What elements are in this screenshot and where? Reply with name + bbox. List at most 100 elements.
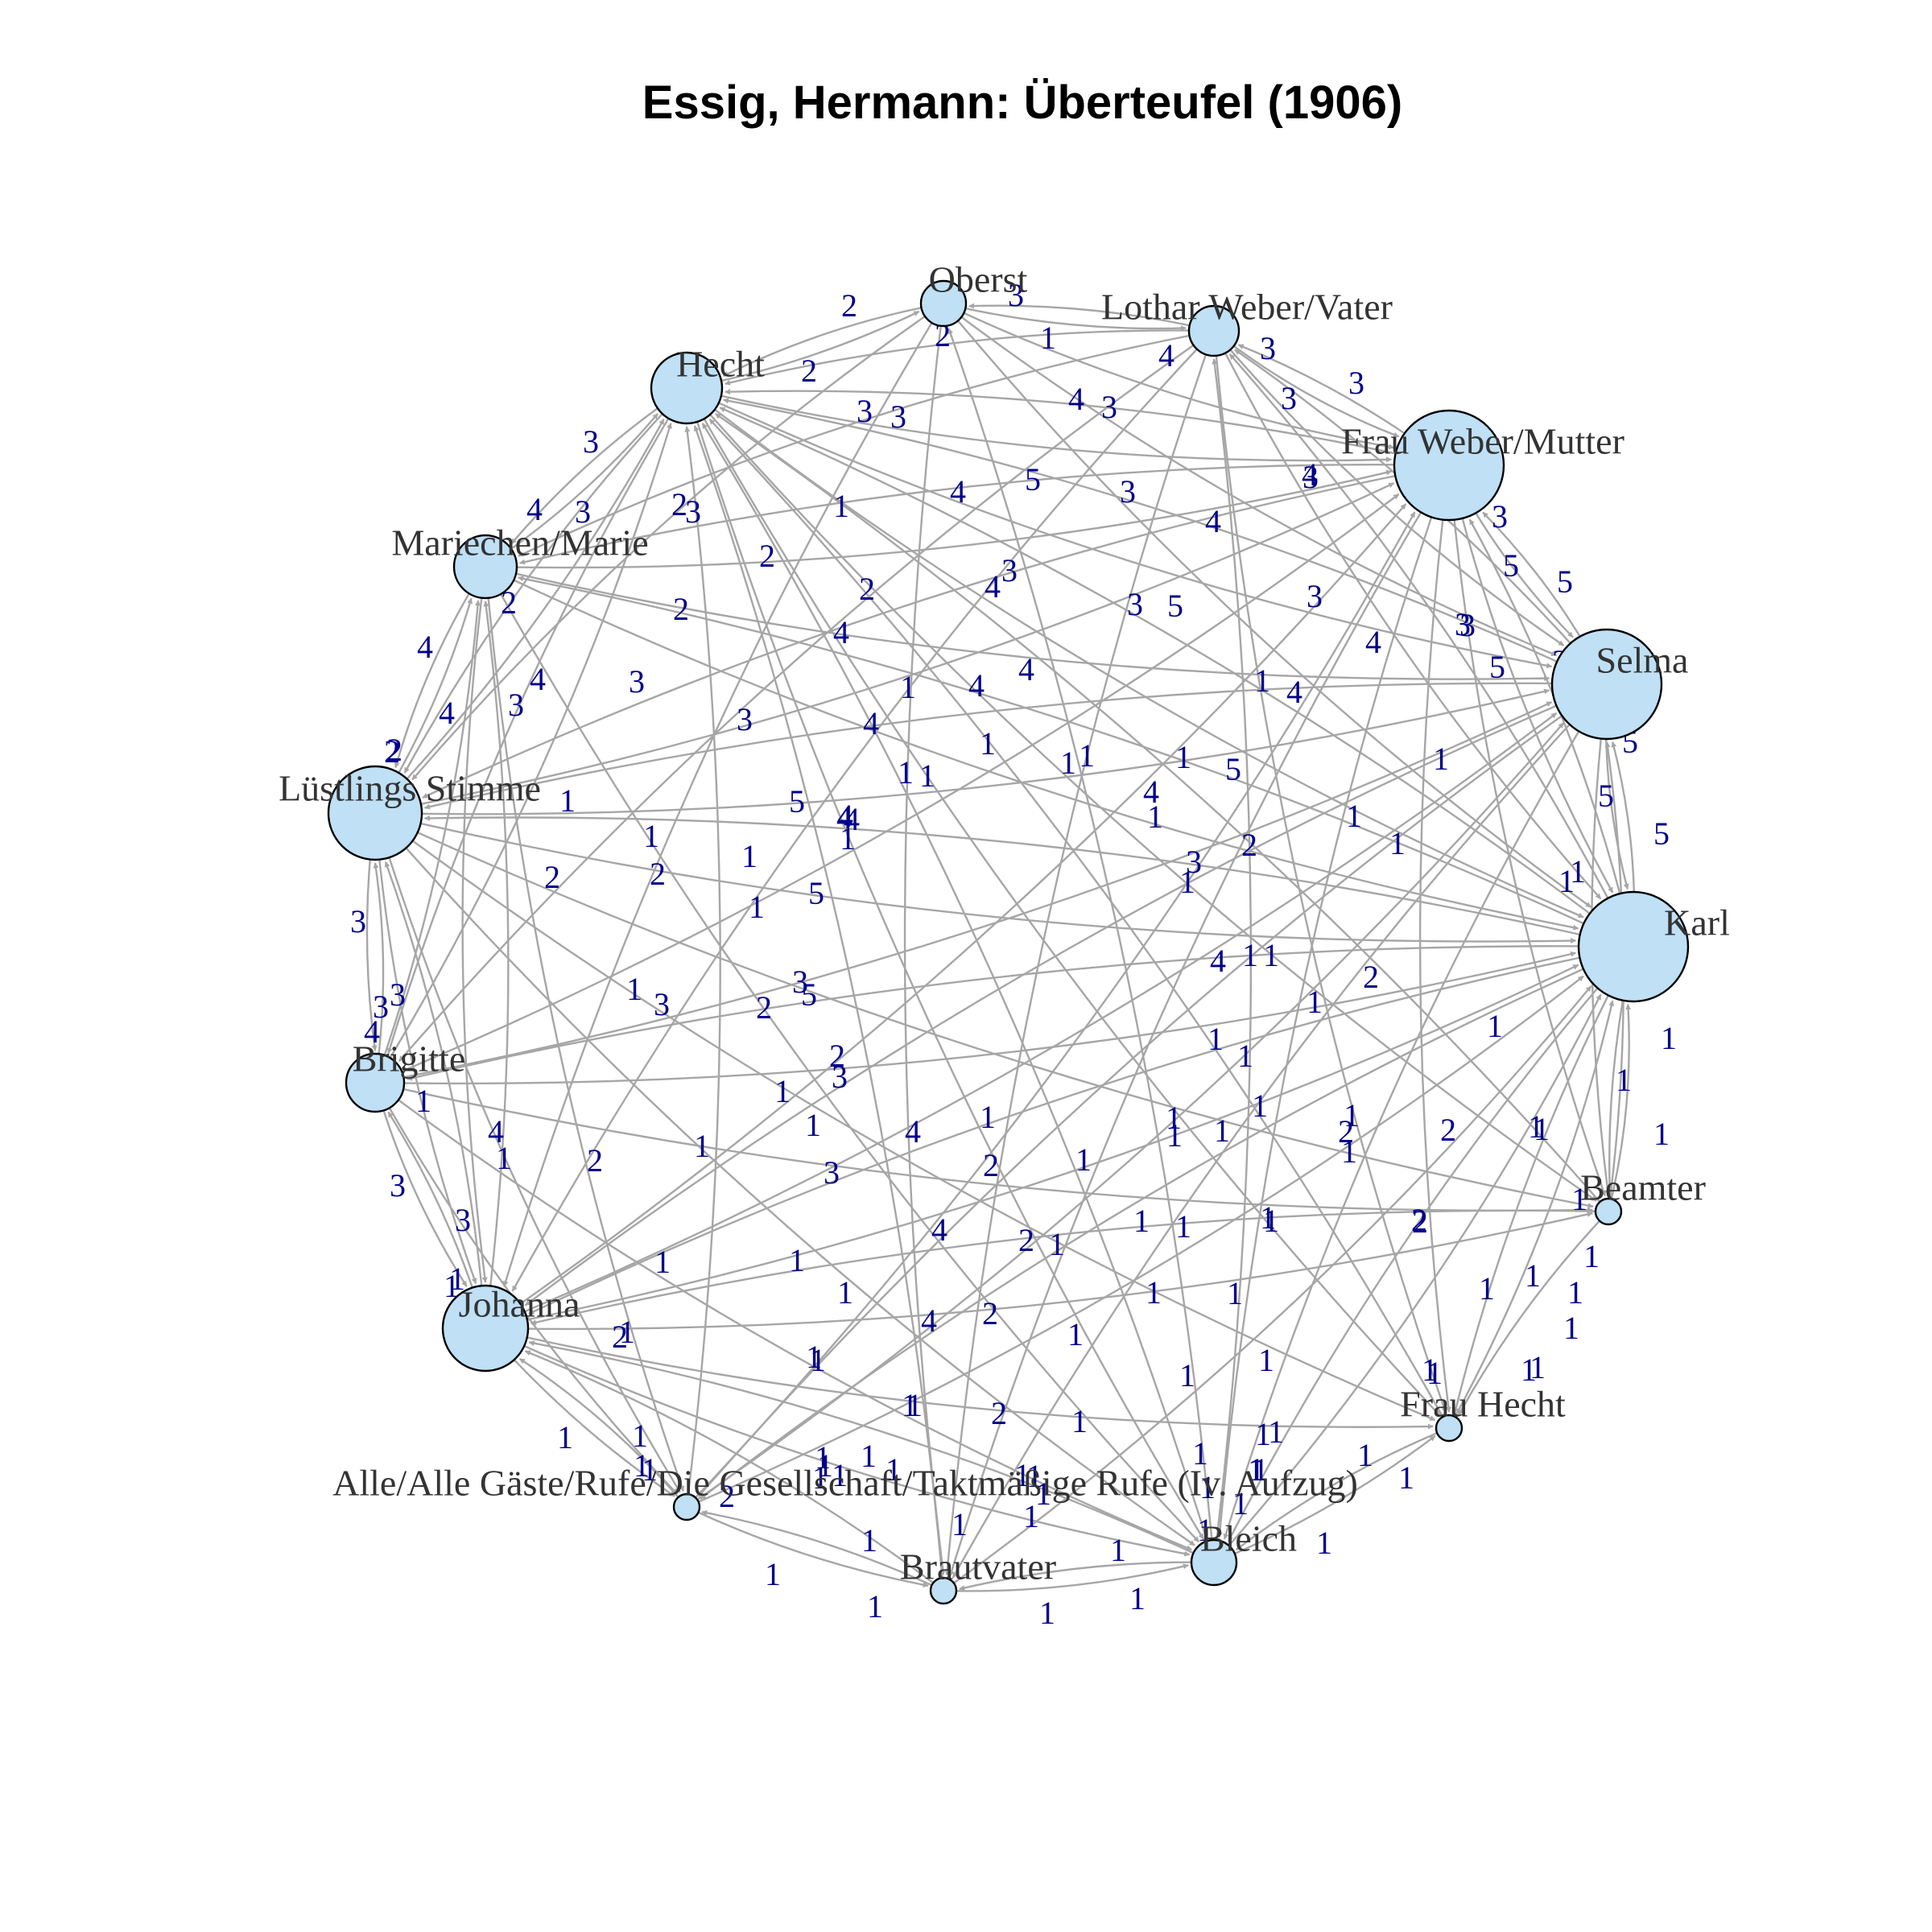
node-luestling: [327, 765, 423, 861]
edge-hecht-frauweber: [686, 386, 1393, 463]
edge-weight-label: 1: [1129, 1580, 1146, 1616]
edge-weight-label: 1: [1479, 1270, 1495, 1307]
edge-weight-label: 1: [557, 1419, 573, 1455]
edge-weight-label: 4: [1210, 943, 1226, 979]
edge-weight-label: 3: [1455, 606, 1471, 642]
edge-johanna-bleich: [485, 1327, 1191, 1557]
edge-weight-label: 3: [508, 687, 524, 723]
edge-weight-label: 1: [1521, 1352, 1537, 1388]
edge-weight-label: 1: [741, 838, 758, 874]
edge-weight-label: 1: [906, 1387, 923, 1423]
edge-mariechen-johanna: [461, 566, 488, 1283]
edge-weight-label: 2: [756, 989, 772, 1026]
node-label-karl: Karl: [1664, 902, 1730, 943]
edge-weight-label: 1: [817, 1447, 833, 1484]
edge-weight-label: 1: [861, 1438, 877, 1474]
edge-weight-label: 1: [694, 1128, 710, 1164]
edge-weight-label: 1: [449, 1261, 465, 1297]
edge-weight-label: 4: [526, 491, 543, 527]
edge-weight-label: 1: [900, 669, 916, 705]
edge-luestling-hecht: [374, 419, 665, 814]
node-brautvater: [929, 1576, 958, 1605]
edge-labels-layer: 2321433323343433553535553432324422145343…: [350, 277, 1677, 1631]
edge-weight-label: 3: [583, 423, 599, 460]
edge-alle-selma: [686, 722, 1565, 1508]
edge-weight-label: 1: [1252, 1088, 1268, 1124]
edge-frauhecht-hecht: [708, 418, 1451, 1429]
edge-weight-label: 1: [643, 818, 659, 854]
edge-weight-label: 2: [982, 1295, 998, 1331]
edge-weight-label: 4: [985, 568, 1001, 605]
edge-weight-label: 1: [980, 725, 996, 762]
edge-weight-label: 1: [415, 1083, 431, 1119]
edge-weight-label: 1: [1268, 1414, 1284, 1450]
edge-weight-label: 5: [789, 783, 805, 819]
edge-weight-label: 3: [824, 1154, 840, 1191]
edge-johanna-frauweber: [485, 503, 1407, 1329]
node-frauhecht: [1435, 1414, 1463, 1443]
edge-weight-label: 1: [1179, 1357, 1195, 1393]
edge-weight-label: 2: [1411, 1202, 1427, 1238]
node-label-frauhecht: Frau Hecht: [1400, 1384, 1566, 1425]
edge-weight-label: 1: [815, 1439, 831, 1476]
node-label-alle: Alle/Alle Gäste/Rufe/Die Gesellschaft/Ta…: [332, 1463, 1358, 1504]
edge-weight-label: 1: [1255, 1416, 1271, 1452]
edge-weight-label: 5: [808, 875, 824, 911]
edge-weight-label: 3: [1348, 365, 1364, 401]
edge-weight-label: 1: [496, 1140, 512, 1176]
node-alle: [672, 1492, 701, 1521]
edge-weight-label: 1: [1192, 1435, 1208, 1472]
edge-weight-label: 3: [390, 976, 406, 1013]
edge-weight-label: 1: [867, 1588, 883, 1624]
edge-weight-label: 2: [544, 859, 560, 895]
edge-brautvater-bleich: [943, 1563, 1189, 1592]
edge-weight-label: 2: [759, 538, 775, 574]
edge-weight-label: 1: [634, 1447, 650, 1484]
edge-weight-label: 4: [833, 614, 849, 650]
edge-beamter-johanna: [530, 1209, 1609, 1326]
edge-oberst-karl: [943, 303, 1592, 908]
edge-weight-label: 1: [837, 1274, 853, 1311]
edge-weight-label: 1: [980, 1099, 996, 1135]
graph-title: Essig, Hermann: Überteufel (1906): [642, 76, 1402, 129]
edge-mariechen-frauweber: [485, 469, 1393, 569]
edge-alle-frauweber: [686, 511, 1416, 1508]
edge-frauweber-karl: [1447, 464, 1614, 894]
edge-weight-label: 3: [1307, 578, 1323, 614]
edge-frauweber-bleich: [1216, 464, 1451, 1538]
edge-weight-label: 1: [1398, 1459, 1414, 1496]
edge-weight-label: 2: [1440, 1112, 1456, 1148]
edge-oberst-hecht: [722, 302, 944, 378]
node-hecht: [650, 351, 724, 425]
edge-weight-label: 5: [801, 976, 817, 1013]
edge-oberst-lothar: [943, 302, 1187, 332]
edge-weight-label: 4: [439, 695, 455, 731]
edge-weight-label: 1: [1260, 1199, 1276, 1236]
node-mariechen: [452, 534, 518, 600]
edge-karl-johanna: [528, 945, 1634, 1315]
edge-weight-label: 3: [1492, 498, 1508, 535]
edge-weight-label: 4: [1158, 337, 1174, 374]
edge-lothar-hecht: [724, 329, 1215, 386]
node-brigitte: [345, 1052, 406, 1113]
edge-bleich-lothar: [1212, 358, 1253, 1563]
edge-weight-label: 2: [1363, 959, 1379, 995]
edge-weight-label: 1: [812, 1459, 828, 1496]
edge-weight-label: 4: [364, 1013, 380, 1050]
edge-frauweber-brautvater: [948, 464, 1451, 1577]
nodes-layer: Oberst Lothar Weber/Vater Frau Weber/Mutte…: [279, 259, 1730, 1605]
edge-frauweber-beamter: [1447, 464, 1607, 1197]
node-label-johanna: Johanna: [459, 1284, 580, 1325]
edge-weight-label: 1: [1175, 1208, 1191, 1245]
edge-weight-label: 1: [1258, 1342, 1274, 1378]
edge-weight-label: 1: [1179, 864, 1195, 900]
edge-hecht-selma: [686, 386, 1553, 669]
edge-brautvater-karl: [943, 985, 1592, 1591]
edge-weight-label: 2: [587, 1142, 603, 1179]
edge-weight-label: 4: [488, 1113, 504, 1150]
edge-weight-label: 2: [386, 732, 402, 768]
edge-weight-label: 1: [1571, 1181, 1587, 1217]
edge-weight-label: 2: [501, 584, 517, 621]
node-label-oberst: Oberst: [929, 259, 1028, 300]
edge-luestling-johanna: [374, 812, 477, 1284]
